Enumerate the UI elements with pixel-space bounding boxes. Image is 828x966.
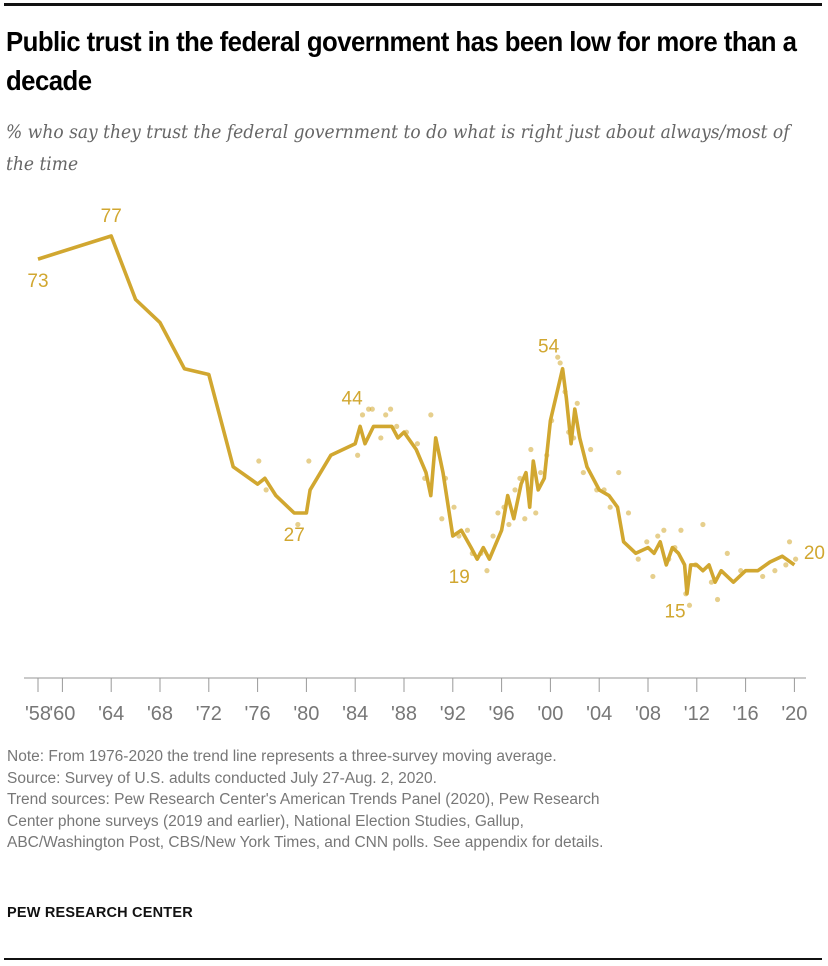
poll-dot: [580, 469, 586, 476]
poll-dot: [538, 469, 544, 476]
x-tick-label: '88: [391, 703, 417, 725]
poll-dot: [506, 521, 512, 528]
poll-dot: [383, 412, 389, 418]
data-labels: 73 77 44 27 19 54 15 20: [27, 206, 825, 623]
x-tick-label: '84: [342, 703, 368, 725]
x-tick-label: '12: [684, 703, 710, 725]
poll-dot: [588, 446, 594, 453]
source-line: Source: Survey of U.S. adults conducted …: [7, 769, 437, 787]
poll-dot: [557, 360, 563, 366]
poll-dot: [306, 458, 312, 464]
x-tick-label: '58: [25, 703, 51, 725]
data-label: 77: [101, 206, 122, 227]
poll-dot: [555, 354, 561, 360]
x-tick-label: '16: [733, 703, 759, 725]
poll-dot: [366, 406, 372, 412]
poll-dot: [359, 412, 366, 418]
x-tick-label: '68: [147, 703, 173, 725]
brand-logo-text: PEW RESEARCH CENTER: [7, 905, 193, 921]
poll-dot: [700, 521, 706, 528]
poll-dot: [678, 527, 684, 533]
chart-title: Public trust in the federal government h…: [6, 26, 797, 96]
poll-dot: [783, 562, 789, 568]
trend-sources-line: Center phone surveys (2019 and earlier),…: [7, 812, 524, 830]
poll-dot: [772, 568, 778, 574]
top-rule: [4, 3, 822, 6]
x-tick-label: '92: [440, 703, 466, 725]
data-label: 20: [804, 543, 825, 564]
poll-dot: [451, 504, 457, 510]
x-tick-label: '04: [586, 703, 612, 725]
data-label: 27: [284, 525, 305, 546]
x-tick-label: '08: [635, 703, 661, 725]
x-tick-label: '72: [196, 703, 222, 725]
poll-dot: [428, 412, 434, 418]
data-label: 73: [27, 271, 48, 292]
x-tick-label: '64: [98, 703, 124, 725]
poll-dot: [655, 533, 661, 539]
poll-dot: [661, 527, 667, 533]
poll-dot: [439, 516, 445, 522]
x-tick-label: '00: [537, 703, 563, 725]
poll-dot: [263, 487, 269, 493]
poll-dot: [625, 510, 632, 516]
x-tick-label: '76: [245, 703, 271, 725]
data-label: 44: [342, 388, 364, 409]
poll-dot: [786, 539, 793, 545]
trend-line: [37, 234, 796, 596]
poll-dot: [686, 602, 693, 608]
poll-dot: [574, 400, 580, 406]
x-axis: '58'60 '64 '68 '72 '76 '80 '84 '88 '92 '96 '00 '04 '…: [24, 677, 807, 725]
poll-dot: [650, 573, 656, 580]
poll-dot: [378, 435, 384, 441]
poll-dot: [495, 510, 501, 516]
poll-dot: [760, 573, 766, 580]
poll-dot: [533, 510, 539, 516]
note-line: Note: From 1976-2020 the trend line repr…: [7, 748, 557, 765]
data-label: 15: [664, 602, 685, 623]
x-tick-label: '80: [293, 703, 319, 725]
poll-dot: [607, 504, 613, 510]
poll-dot: [512, 487, 518, 493]
poll-dot: [528, 446, 534, 453]
notes: Note: From 1976-2020 the trend line repr…: [7, 746, 603, 854]
x-tick-label: '60: [49, 703, 75, 725]
poll-dot: [714, 596, 721, 603]
poll-dot: [355, 452, 361, 458]
poll-dot: [295, 521, 301, 528]
poll-dot: [484, 568, 490, 574]
poll-dot: [644, 539, 650, 545]
poll-dot: [256, 458, 262, 464]
poll-dot: [793, 556, 799, 562]
data-label: 19: [449, 567, 470, 588]
poll-dot: [464, 527, 471, 533]
poll-dot: [616, 469, 622, 476]
data-label: 54: [538, 337, 560, 358]
chart-subtitle: % who say they trust the federal governm…: [6, 121, 790, 175]
x-tick-label: '20: [781, 703, 807, 725]
trend-sources-line: Trend sources: Pew Research Center's Ame…: [7, 791, 600, 808]
poll-dot: [387, 406, 394, 412]
poll-dot: [369, 406, 375, 412]
poll-dot: [490, 533, 496, 539]
trend-sources-line: ABC/Washington Post, CBS/New York Times,…: [7, 834, 604, 851]
x-tick-label: '96: [489, 703, 515, 725]
poll-dot: [724, 550, 730, 556]
bottom-rule: [4, 958, 822, 960]
line-chart: '58'60 '64 '68 '72 '76 '80 '84 '88 '92 '96 '00 '04 '…: [24, 206, 825, 725]
poll-dot: [414, 441, 421, 447]
poll-dot: [635, 556, 641, 562]
poll-dot: [522, 516, 528, 522]
poll-dot: [394, 423, 400, 430]
